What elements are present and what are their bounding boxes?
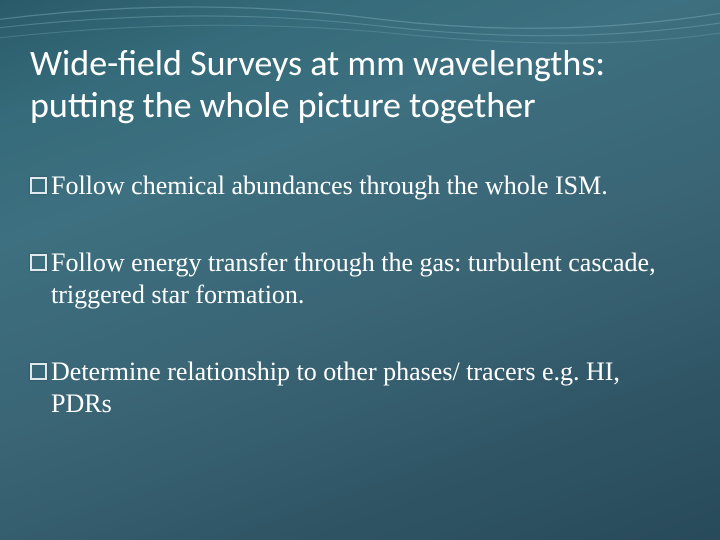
bullet-text: Follow energy transfer through the gas: … bbox=[51, 247, 680, 312]
square-bullet-icon bbox=[30, 254, 47, 271]
bullet-item: Follow chemical abundances through the w… bbox=[30, 170, 680, 203]
bullet-text: Determine relationship to other phases/ … bbox=[51, 356, 680, 421]
square-bullet-icon bbox=[30, 363, 47, 380]
bullet-text: Follow chemical abundances through the w… bbox=[51, 170, 680, 203]
slide-body: Follow chemical abundances through the w… bbox=[30, 170, 680, 465]
square-bullet-icon bbox=[30, 177, 47, 194]
slide-title: Wide-field Surveys at mm wavelengths: pu… bbox=[30, 42, 690, 127]
slide: Wide-field Surveys at mm wavelengths: pu… bbox=[0, 0, 720, 540]
bullet-item: Determine relationship to other phases/ … bbox=[30, 356, 680, 421]
bullet-item: Follow energy transfer through the gas: … bbox=[30, 247, 680, 312]
